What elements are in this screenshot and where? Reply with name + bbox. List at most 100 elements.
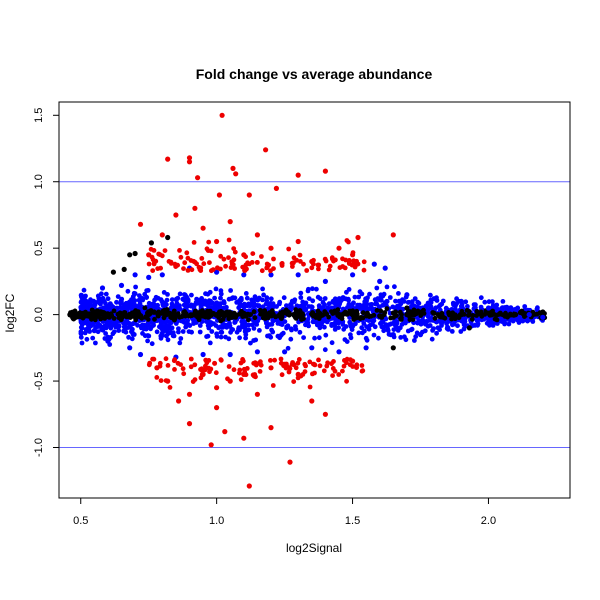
point-blue-fill bbox=[297, 329, 303, 335]
point-red-fill bbox=[316, 266, 321, 272]
point-red-1 bbox=[263, 147, 269, 153]
point-black-fill bbox=[466, 309, 472, 314]
point-red-fill bbox=[181, 266, 186, 271]
point-blue-fill bbox=[91, 298, 97, 304]
point-blue-fill bbox=[96, 298, 101, 304]
point-blue-fill bbox=[170, 330, 176, 335]
point-red-fill bbox=[257, 369, 263, 374]
point-blue-fill bbox=[161, 290, 167, 295]
point-blue-fill bbox=[461, 326, 467, 332]
point-red-fill bbox=[315, 262, 321, 268]
point-black-fill bbox=[384, 306, 390, 311]
point-blue-fill bbox=[364, 298, 369, 304]
point-blue-27 bbox=[404, 292, 410, 298]
point-blue-fill bbox=[392, 318, 397, 324]
point-blue-fill bbox=[379, 324, 385, 330]
point-red-fill bbox=[180, 366, 186, 372]
point-blue-fill bbox=[151, 322, 157, 328]
point-blue-fill bbox=[298, 290, 304, 296]
point-black-fill bbox=[260, 315, 266, 321]
point-black-fill bbox=[258, 311, 263, 317]
point-black-6 bbox=[159, 310, 165, 316]
point-blue-18 bbox=[282, 349, 288, 355]
point-red-fill bbox=[163, 378, 169, 383]
point-red-3 bbox=[186, 155, 193, 161]
point-red-43 bbox=[208, 442, 214, 448]
point-blue-fill bbox=[374, 301, 379, 307]
point-black-fill bbox=[111, 316, 117, 321]
point-red-fill bbox=[307, 384, 313, 390]
point-blue-fill bbox=[213, 323, 219, 328]
point-black-30 bbox=[390, 345, 396, 351]
point-red-fill bbox=[192, 362, 198, 368]
point-blue-fill bbox=[169, 297, 175, 302]
point-blue-fill bbox=[242, 319, 248, 324]
y-axis: -1.0 -0.5 0.0 0.5 1.0 1.5 bbox=[33, 108, 60, 457]
point-blue-fill bbox=[206, 319, 212, 325]
x-tick-label-0: 0.5 bbox=[73, 515, 88, 527]
point-blue-fill bbox=[253, 337, 259, 343]
point-black-fill bbox=[155, 313, 161, 319]
point-black-fill bbox=[466, 312, 471, 318]
point-black-22 bbox=[121, 266, 127, 272]
point-blue-fill bbox=[145, 338, 151, 344]
point-blue-fill bbox=[103, 331, 108, 336]
point-red-fill bbox=[188, 364, 194, 370]
point-blue-fill bbox=[270, 318, 276, 323]
point-blue-fill bbox=[95, 329, 101, 335]
point-black-fill bbox=[478, 309, 484, 315]
point-blue-fill bbox=[103, 291, 109, 297]
point-blue-fill bbox=[452, 306, 458, 312]
point-blue-fill bbox=[126, 304, 131, 310]
point-blue-fill bbox=[202, 298, 208, 304]
point-red-fill bbox=[295, 360, 301, 366]
point-blue-fill bbox=[420, 320, 426, 325]
point-black-18 bbox=[485, 310, 492, 316]
point-red-fill bbox=[361, 267, 367, 273]
point-black-fill bbox=[111, 308, 117, 314]
point-black-fill bbox=[470, 313, 476, 318]
point-black-fill bbox=[142, 305, 148, 311]
point-blue-fill bbox=[435, 325, 441, 331]
point-red-fill bbox=[297, 252, 303, 258]
point-blue-fill bbox=[356, 330, 362, 336]
point-red-14 bbox=[200, 225, 206, 231]
point-blue-fill bbox=[330, 299, 336, 305]
point-blue-fill bbox=[83, 293, 88, 299]
point-black-fill bbox=[197, 309, 203, 315]
point-blue-fill bbox=[482, 299, 488, 305]
point-blue-fill bbox=[451, 321, 457, 327]
point-blue-fill bbox=[320, 300, 326, 305]
point-blue-fill bbox=[126, 334, 131, 340]
point-black-19 bbox=[513, 312, 519, 318]
point-blue-fill bbox=[506, 321, 512, 327]
point-blue-fill bbox=[131, 290, 137, 296]
point-blue-fill bbox=[295, 304, 301, 309]
point-red-fill bbox=[271, 256, 276, 262]
point-black-fill bbox=[490, 308, 495, 314]
point-red-fill bbox=[208, 366, 214, 372]
point-red-fill bbox=[286, 246, 292, 252]
point-blue-fill bbox=[310, 319, 316, 325]
y-tick-label-2: 0.0 bbox=[33, 307, 45, 322]
point-blue-fill bbox=[204, 334, 210, 339]
point-red-fill bbox=[154, 375, 160, 380]
point-blue-fill bbox=[260, 286, 265, 292]
point-black-fill bbox=[449, 316, 454, 322]
point-red-fill bbox=[201, 261, 207, 267]
point-black-fill bbox=[117, 310, 123, 316]
point-blue-fill bbox=[100, 305, 106, 311]
point-red-fill bbox=[188, 356, 194, 362]
point-blue-fill bbox=[277, 299, 283, 305]
point-blue-fill bbox=[79, 340, 85, 346]
point-blue-fill bbox=[394, 324, 399, 330]
point-blue-fill bbox=[535, 305, 540, 311]
point-blue-fill bbox=[434, 330, 439, 336]
point-blue-20 bbox=[309, 345, 315, 351]
point-black-25 bbox=[165, 234, 171, 241]
point-blue-fill bbox=[148, 326, 154, 332]
point-red-8 bbox=[195, 175, 201, 181]
point-blue-fill bbox=[158, 325, 164, 331]
point-blue-fill bbox=[319, 319, 325, 325]
point-blue-fill bbox=[490, 299, 495, 305]
